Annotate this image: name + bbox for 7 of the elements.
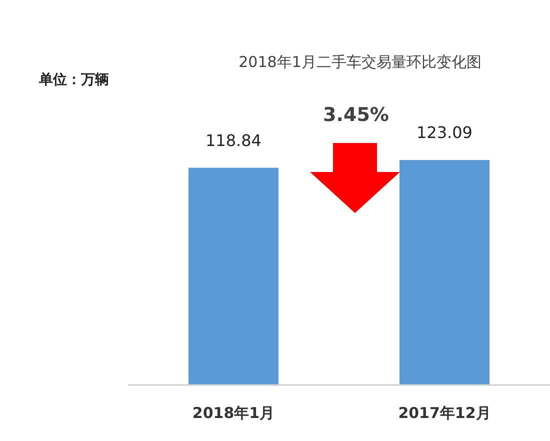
data-label: 118.84 [206,130,262,150]
chart-title: 2018年1月二手车交易量环比变化图 [238,53,482,71]
data-label: 123.09 [416,123,472,142]
text: 单位：万辆 [38,72,109,88]
x-tick-label: 2018年1月 [192,404,275,422]
x-tick-label: 2017年12月 [398,404,491,422]
text: 3.45% [323,104,389,126]
